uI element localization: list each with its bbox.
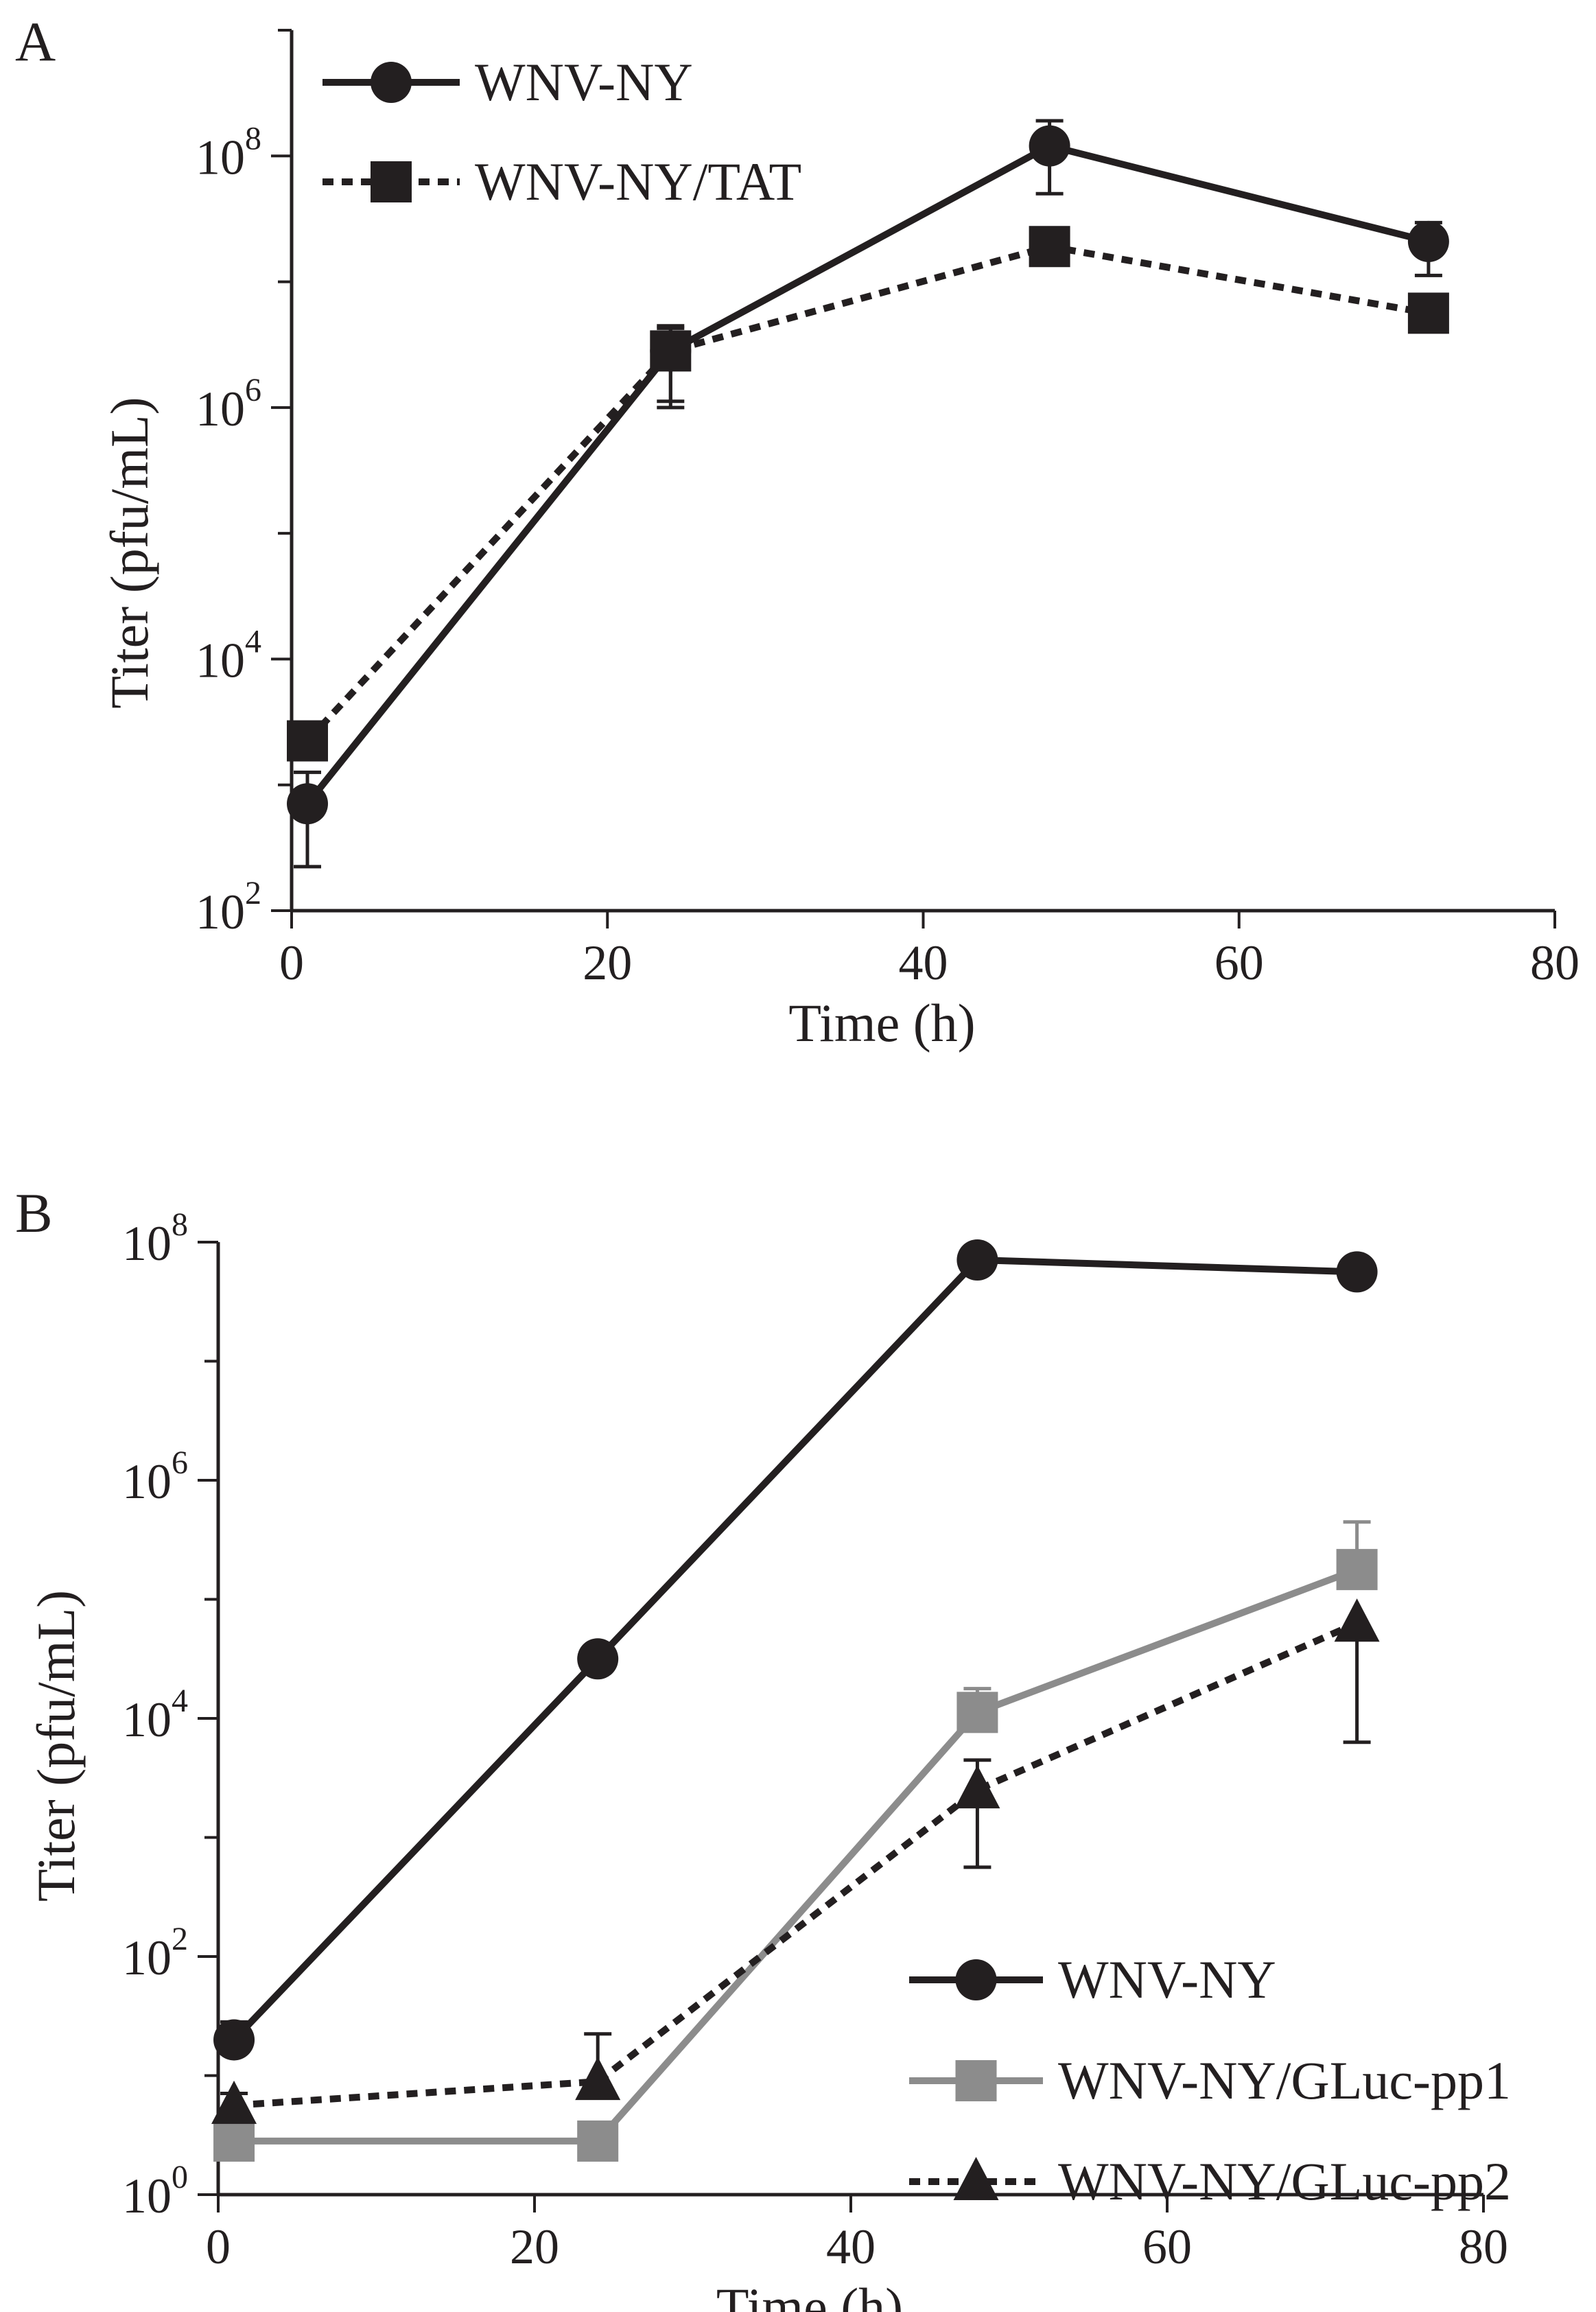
y-tick-label: 104: [122, 1683, 188, 1747]
y-axis-label: Titer (pfu/mL): [26, 1590, 86, 1902]
legend-entry: WNV-NY/GLuc-pp1: [909, 2051, 1511, 2110]
series-wnv-ny-gluc-pp2: [211, 1598, 1380, 2124]
y-tick-label: 100: [122, 2159, 188, 2223]
y-tick-base: 10: [122, 1216, 172, 1271]
series-wnv-ny-gluc-pp1: [213, 1520, 1378, 2162]
data-point: [1407, 292, 1449, 334]
series-line: [233, 1620, 1359, 2109]
series-wnv-ny-tat: [287, 226, 1449, 762]
data-point: [1029, 226, 1070, 268]
panel-letter: B: [15, 1182, 53, 1244]
legend-marker: [371, 62, 412, 103]
y-tick-exponent: 6: [245, 372, 261, 408]
y-tick-label: 108: [196, 120, 261, 185]
series-wnv-ny: [213, 1239, 1378, 2061]
y-tick-base: 10: [196, 633, 245, 688]
legend-entry: WNV-NY/GLuc-pp2: [909, 2151, 1511, 2211]
data-point: [957, 1239, 998, 1281]
data-point: [213, 2120, 255, 2162]
y-tick-label: 106: [196, 372, 261, 436]
x-tick-label: 80: [1530, 935, 1580, 990]
y-tick-base: 10: [122, 1454, 172, 1509]
y-tick-base: 10: [122, 1692, 172, 1747]
y-axis-label: Titer (pfu/mL): [99, 397, 159, 708]
legend-entry: WNV-NY: [909, 1950, 1276, 2009]
data-point: [957, 1692, 998, 1733]
legend-entry: WNV-NY/TAT: [322, 152, 801, 211]
x-tick-label: 0: [206, 2219, 231, 2274]
y-tick-exponent: 2: [245, 875, 261, 911]
y-tick-label: 106: [122, 1445, 188, 1509]
series-wnv-ny: [287, 119, 1449, 869]
legend-label: WNV-NY/GLuc-pp1: [1058, 2051, 1511, 2110]
legend-label: WNV-NY: [475, 52, 693, 112]
series-line: [234, 1566, 1359, 2145]
x-axis-label: Time (h): [716, 2277, 903, 2312]
data-point: [1029, 125, 1070, 167]
legend-marker: [955, 2060, 997, 2101]
panel-letter: A: [15, 10, 56, 73]
series-line: [231, 1257, 1357, 2042]
data-point: [287, 783, 329, 825]
data-point: [650, 330, 692, 372]
y-tick-exponent: 2: [172, 1921, 188, 1957]
legend-label: WNV-NY/TAT: [475, 152, 801, 211]
y-tick-base: 10: [122, 2169, 172, 2223]
x-tick-label: 60: [1214, 935, 1264, 990]
data-point: [1336, 1549, 1378, 1591]
y-tick-exponent: 8: [245, 120, 261, 156]
data-point: [1407, 220, 1449, 262]
data-point: [213, 2019, 255, 2061]
legend-label: WNV-NY/GLuc-pp2: [1058, 2151, 1511, 2211]
series-line: [305, 243, 1429, 743]
y-tick-exponent: 0: [172, 2159, 188, 2195]
x-tick-label: 0: [279, 935, 304, 990]
legend-entry: WNV-NY: [322, 52, 693, 112]
x-tick-label: 20: [583, 935, 632, 990]
data-point: [1334, 1598, 1380, 1642]
y-tick-exponent: 8: [172, 1206, 188, 1243]
data-point: [287, 720, 329, 762]
y-tick-exponent: 4: [172, 1683, 188, 1719]
y-tick-base: 10: [196, 130, 245, 185]
data-point: [954, 1765, 1000, 1809]
data-point: [211, 2080, 257, 2124]
x-tick-label: 80: [1459, 2219, 1508, 2274]
x-tick-label: 60: [1142, 2219, 1192, 2274]
data-point: [577, 1638, 619, 1680]
x-axis-label: Time (h): [788, 993, 975, 1053]
y-tick-label: 104: [196, 623, 261, 688]
x-tick-label: 40: [826, 2219, 876, 2274]
y-tick-base: 10: [196, 885, 245, 939]
y-tick-label: 102: [196, 875, 261, 939]
legend-marker: [371, 161, 412, 202]
data-point: [1336, 1251, 1378, 1293]
legend-label: WNV-NY: [1058, 1950, 1276, 2009]
y-tick-label: 102: [122, 1921, 188, 1985]
legend-marker: [953, 2157, 999, 2200]
y-tick-label: 108: [122, 1206, 188, 1271]
series-line: [305, 142, 1430, 806]
y-tick-exponent: 6: [172, 1445, 188, 1481]
legend-marker: [955, 1959, 997, 2000]
data-point: [577, 2120, 619, 2162]
x-tick-label: 40: [899, 935, 948, 990]
y-tick-base: 10: [122, 1930, 172, 1985]
y-tick-base: 10: [196, 382, 245, 436]
x-tick-label: 20: [510, 2219, 559, 2274]
data-point: [575, 2057, 621, 2101]
y-tick-exponent: 4: [245, 623, 261, 659]
